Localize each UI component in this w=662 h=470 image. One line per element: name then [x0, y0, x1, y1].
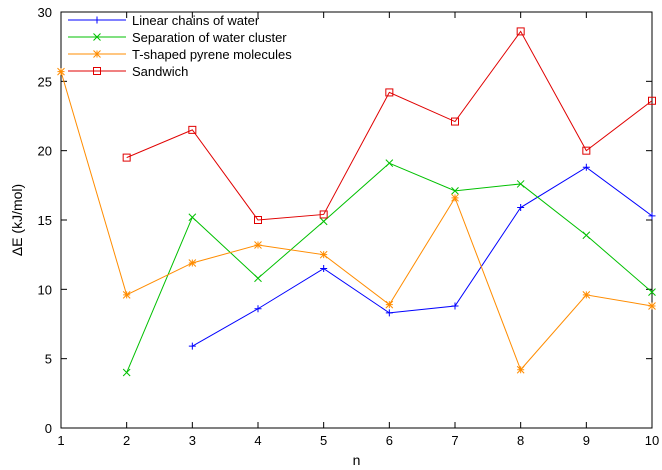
- data-point: [122, 153, 131, 162]
- data-point: [319, 250, 328, 259]
- data-point: [319, 210, 328, 219]
- y-tick-label: 15: [38, 213, 52, 228]
- x-tick-label: 1: [57, 433, 64, 448]
- data-point: [648, 212, 656, 220]
- data-point: [385, 300, 394, 309]
- chart-series: [57, 27, 656, 377]
- legend-marker: [93, 67, 101, 75]
- chart-legend: Linear chains of water Separation of wate…: [68, 13, 292, 79]
- x-tick-label: 2: [123, 433, 130, 448]
- legend-entry-0: Linear chains of water: [68, 13, 260, 28]
- series-line: [60, 71, 653, 371]
- y-tick-label: 25: [38, 74, 52, 89]
- series-2: [57, 67, 656, 374]
- data-point: [451, 187, 459, 195]
- y-axis-label: ΔE (kJ/mol): [9, 184, 25, 256]
- x-tick-label: 9: [583, 433, 590, 448]
- data-point: [254, 305, 262, 313]
- data-point: [122, 291, 131, 299]
- legend-label: Linear chains of water: [132, 13, 260, 28]
- data-point: [648, 288, 656, 296]
- series-0: [188, 163, 656, 350]
- legend-marker: [93, 16, 101, 24]
- y-tick-label: 0: [45, 421, 52, 436]
- data-point: [320, 265, 328, 273]
- data-point: [188, 125, 197, 134]
- data-point: [188, 213, 197, 222]
- data-point: [517, 204, 525, 212]
- data-point: [122, 368, 131, 377]
- series-line: [126, 30, 653, 221]
- legend-marker: [93, 50, 101, 58]
- series-1: [122, 159, 656, 377]
- x-tick-label: 3: [189, 433, 196, 448]
- data-point: [582, 146, 591, 155]
- data-point: [385, 309, 393, 317]
- data-point: [254, 241, 262, 249]
- x-tick-label: 8: [517, 433, 524, 448]
- y-tick-label: 5: [45, 352, 52, 367]
- series-line: [192, 166, 653, 347]
- data-point: [582, 163, 590, 171]
- legend-label: Sandwich: [132, 64, 188, 79]
- data-point: [582, 291, 591, 299]
- data-point: [648, 302, 656, 310]
- legend-marker: [93, 33, 101, 41]
- data-point: [188, 342, 196, 350]
- data-point: [451, 302, 459, 310]
- x-tick-label: 5: [320, 433, 327, 448]
- legend-label: T-shaped pyrene molecules: [132, 47, 292, 62]
- series-3: [122, 27, 656, 224]
- data-point: [385, 88, 394, 97]
- data-point: [319, 217, 328, 226]
- legend-entry-3: Sandwich: [68, 64, 188, 79]
- data-point: [451, 193, 459, 202]
- x-tick-label: 10: [645, 433, 659, 448]
- chart-ticks: 1 2 3 4 5 6 7 8 9 10 0 5 10 15 20 25 30: [38, 5, 660, 448]
- data-point: [648, 96, 656, 105]
- legend-entry-2: T-shaped pyrene molecules: [68, 47, 292, 62]
- data-point: [254, 274, 262, 283]
- data-point: [188, 259, 197, 267]
- x-tick-label: 4: [254, 433, 261, 448]
- y-tick-label: 30: [38, 5, 52, 20]
- series-line: [126, 162, 653, 373]
- x-axis-label: n: [353, 452, 361, 468]
- data-point: [516, 180, 525, 188]
- x-tick-label: 6: [386, 433, 393, 448]
- data-point: [57, 67, 65, 76]
- data-point: [516, 365, 525, 374]
- y-tick-label: 10: [38, 282, 52, 297]
- data-point: [385, 159, 394, 168]
- legend-entry-1: Separation of water cluster: [68, 30, 287, 45]
- data-point: [254, 216, 262, 224]
- data-point: [516, 27, 525, 36]
- legend-label: Separation of water cluster: [132, 30, 287, 45]
- data-point: [582, 231, 591, 240]
- x-tick-label: 7: [451, 433, 458, 448]
- data-point: [451, 117, 459, 126]
- y-tick-label: 20: [38, 144, 52, 159]
